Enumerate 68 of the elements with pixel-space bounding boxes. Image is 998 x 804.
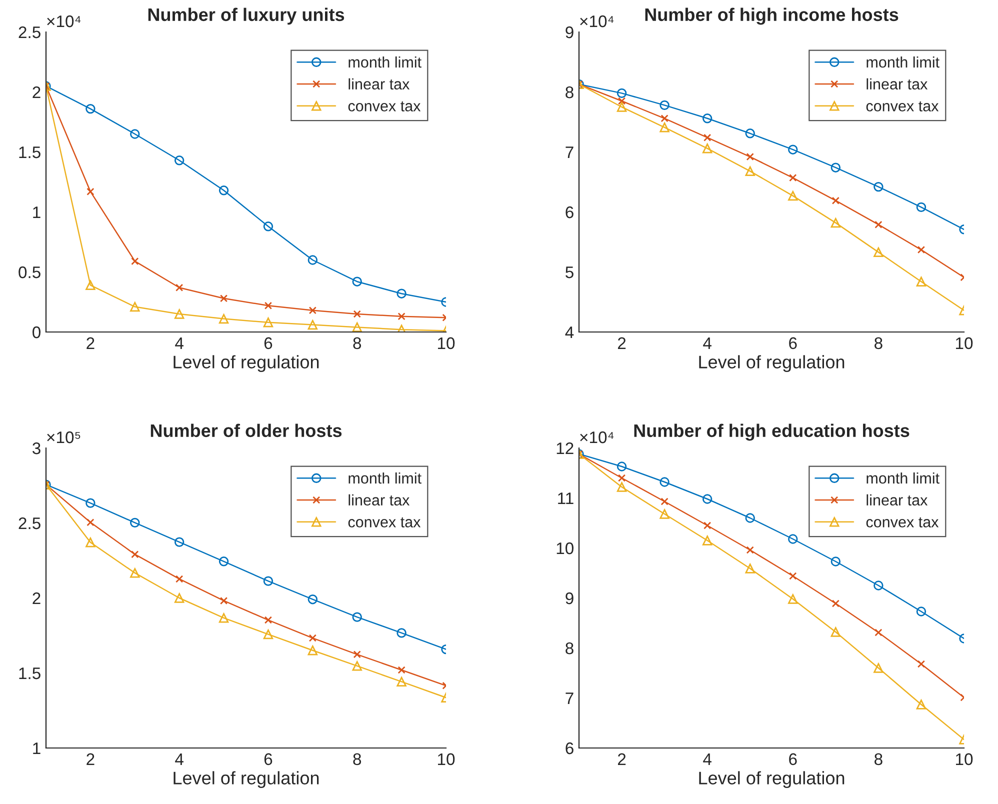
- y-tick-label: 9: [566, 592, 574, 604]
- y-tick-label: 11: [558, 492, 574, 504]
- legend-label: convex tax: [866, 517, 939, 528]
- x-tick-label: 4: [703, 337, 712, 349]
- x-tick-label: 6: [264, 337, 272, 350]
- x-tick-label: 10: [438, 337, 455, 350]
- y-tick-label: 12: [556, 442, 574, 454]
- y-tick-label: 2: [32, 592, 40, 604]
- x-tick-label: 4: [703, 753, 712, 765]
- legend-label: month limit: [348, 56, 422, 68]
- y-tick-label: 0.5: [18, 266, 40, 278]
- text: ×10⁴: [580, 431, 614, 444]
- x-tick-label: 2: [86, 337, 94, 349]
- text: ×10⁴: [580, 15, 614, 28]
- y-tick-label: 5: [566, 266, 574, 278]
- x-tick-label: 2: [618, 753, 626, 765]
- y-tick-label: 8: [566, 642, 574, 654]
- x-tick-label: 6: [789, 337, 797, 350]
- y-tick-label: 0: [32, 326, 40, 338]
- chart-title: Number of older hosts: [150, 424, 342, 438]
- y-tick-label: 2.5: [18, 517, 40, 530]
- y-tick-label: 2.5: [18, 26, 40, 38]
- y-tick-label: 8: [566, 86, 574, 98]
- legend-label: convex tax: [348, 101, 421, 112]
- y-tick-label: 1: [33, 206, 40, 218]
- y-tick-label: 9: [566, 26, 574, 38]
- legend-label: month limit: [866, 56, 940, 68]
- legend-label: linear tax: [348, 78, 410, 90]
- x-tick-label: 8: [353, 337, 362, 350]
- y-tick-label: 1.5: [19, 668, 40, 680]
- x-tick-label: 8: [874, 337, 882, 350]
- x-axis-title: Level of regulation: [174, 771, 319, 788]
- chart-title: Number of high education hosts: [634, 424, 910, 441]
- y-tick-label: 1: [33, 742, 40, 754]
- y-tick-label: 10: [556, 542, 574, 554]
- legend-label: linear tax: [348, 494, 410, 506]
- x-tick-label: 4: [175, 753, 184, 765]
- x-tick-label: 6: [789, 753, 797, 766]
- x-tick-label: 8: [874, 753, 882, 766]
- text: ×10⁴: [47, 15, 81, 28]
- chart-title: Number of luxury units: [148, 8, 344, 25]
- legend-label: convex tax: [348, 517, 421, 528]
- legend-label: linear tax: [866, 494, 928, 506]
- x-axis-title: Level of regulation: [174, 355, 319, 372]
- y-tick-label: 2: [32, 86, 40, 98]
- x-axis-title: Level of regulation: [699, 355, 844, 372]
- y-tick-label: 6: [566, 742, 574, 754]
- y-tick-label: 4: [565, 326, 574, 338]
- x-axis-title: Level of regulation: [699, 771, 844, 788]
- x-tick-label: 2: [86, 753, 94, 765]
- legend-label: convex tax: [866, 101, 939, 112]
- x-tick-label: 2: [618, 337, 626, 349]
- legend-label: month limit: [866, 472, 940, 484]
- legend-label: month limit: [348, 472, 422, 484]
- y-tick-label: 3: [32, 442, 40, 454]
- chart-title: Number of high income hosts: [645, 8, 898, 25]
- x-tick-label: 4: [175, 337, 184, 349]
- x-tick-label: 10: [438, 753, 455, 766]
- y-tick-label: 1.5: [19, 146, 40, 158]
- y-tick-label: 6: [566, 206, 574, 218]
- x-tick-label: 10: [956, 337, 973, 350]
- text: ×10⁵: [47, 431, 80, 444]
- y-tick-label: 7: [566, 692, 574, 704]
- y-tick-label: 7: [566, 146, 574, 158]
- x-tick-label: 8: [353, 753, 362, 766]
- x-tick-label: 6: [264, 753, 272, 766]
- x-tick-label: 10: [956, 753, 973, 766]
- legend-label: linear tax: [866, 78, 928, 90]
